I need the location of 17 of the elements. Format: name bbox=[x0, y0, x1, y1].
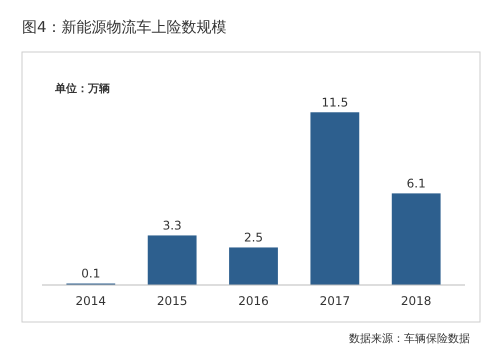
x-tick-label: 2014 bbox=[76, 294, 106, 308]
x-tick-label: 2017 bbox=[320, 294, 350, 308]
data-label: 6.1 bbox=[406, 176, 426, 190]
chart-title: 图4：新能源物流车上险数规模 bbox=[22, 18, 227, 36]
data-label: 2.5 bbox=[244, 230, 264, 244]
data-label: 3.3 bbox=[162, 218, 182, 232]
data-label: 0.1 bbox=[81, 266, 100, 280]
x-tick-label: 2015 bbox=[156, 294, 188, 308]
bar bbox=[148, 235, 197, 285]
source-note: 数据来源：车辆保险数据 bbox=[349, 332, 470, 345]
bar bbox=[392, 193, 441, 285]
bar bbox=[229, 247, 278, 285]
x-tick-label: 2018 bbox=[400, 294, 432, 308]
chart-subtitle: 单位：万辆 bbox=[54, 82, 110, 95]
bar bbox=[310, 112, 360, 285]
x-tick-label: 2016 bbox=[238, 294, 269, 308]
data-label: 11.5 bbox=[321, 95, 348, 110]
